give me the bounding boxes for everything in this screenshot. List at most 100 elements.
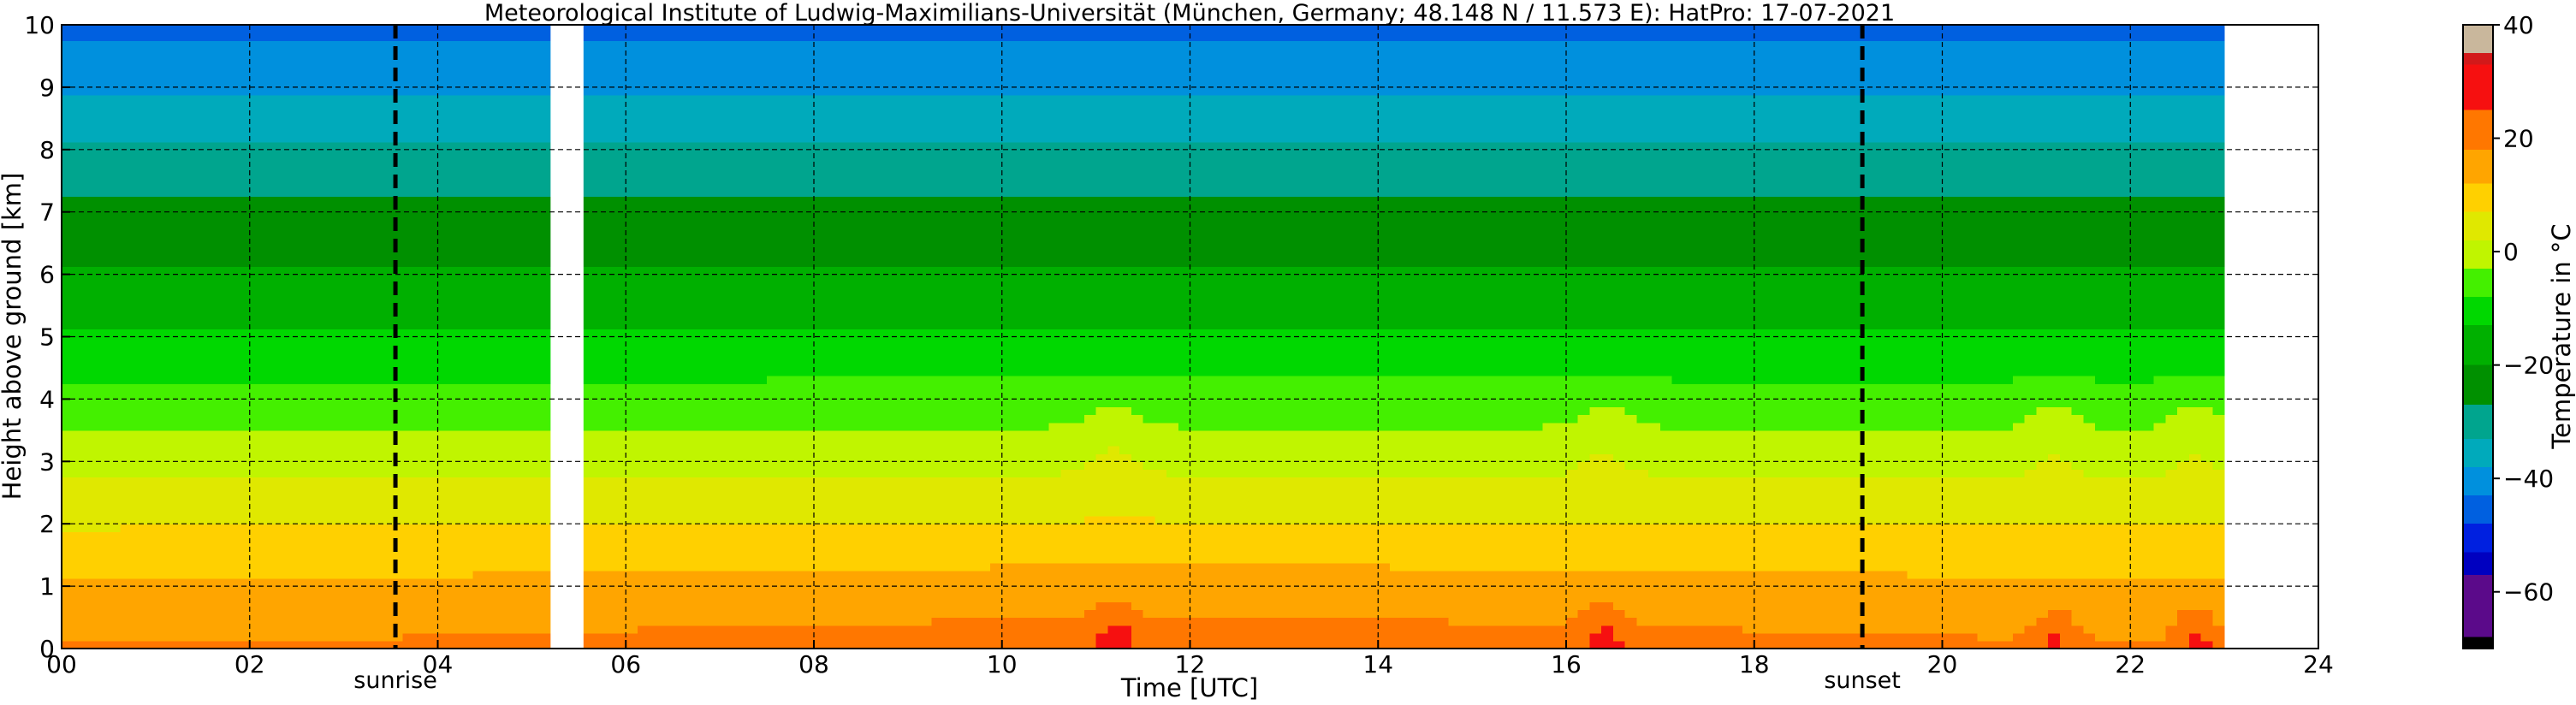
heatmap-cell (202, 40, 216, 49)
heatmap-cell (167, 594, 180, 602)
heatmap-cell (614, 258, 626, 268)
heatmap-cell (331, 570, 345, 579)
heatmap-cell (155, 86, 169, 96)
heatmap-cell (731, 367, 745, 376)
heatmap-cell (343, 118, 356, 127)
heatmap-cell (778, 211, 792, 221)
heatmap-cell (355, 336, 368, 346)
heatmap-cell (308, 383, 321, 392)
heatmap-cell (661, 376, 674, 384)
heatmap-cell (649, 25, 662, 33)
heatmap-cell (425, 399, 439, 408)
heatmap-cell (144, 266, 157, 275)
heatmap-cell (778, 422, 792, 431)
heatmap-cell (355, 524, 368, 532)
heatmap-cell (637, 578, 650, 587)
heatmap-cell (390, 594, 403, 602)
heatmap-cell (790, 500, 803, 509)
heatmap-cell (661, 601, 674, 611)
heatmap-cell (402, 33, 415, 41)
heatmap-cell (273, 531, 286, 541)
heatmap-cell (496, 383, 509, 392)
heatmap-cell (814, 430, 827, 439)
heatmap-cell (802, 594, 815, 602)
heatmap-cell (261, 103, 274, 111)
heatmap-cell (144, 33, 157, 41)
heatmap-cell (308, 632, 321, 642)
heatmap-cell (296, 321, 310, 329)
heatmap-cell (238, 399, 251, 408)
heatmap-cell (167, 204, 180, 213)
heatmap-cell (449, 165, 462, 174)
heatmap-cell (85, 313, 98, 322)
heatmap-cell (437, 617, 450, 626)
heatmap-cell (331, 297, 345, 306)
heatmap-cell (767, 274, 780, 283)
heatmap-cell (179, 492, 192, 501)
heatmap-cell (591, 437, 603, 447)
heatmap-cell (684, 321, 697, 329)
heatmap-cell (108, 289, 122, 299)
heatmap-cell (367, 48, 380, 57)
heatmap-cell (531, 258, 544, 268)
heatmap-cell (273, 297, 286, 306)
heatmap-cell (579, 297, 591, 306)
heatmap-cell (97, 243, 110, 252)
heatmap-cell (226, 141, 239, 151)
heatmap-cell (496, 547, 509, 556)
heatmap-cell (696, 414, 709, 424)
heatmap-cell (649, 48, 662, 57)
heatmap-cell (120, 609, 133, 619)
heatmap-cell (507, 188, 521, 198)
heatmap-cell (331, 586, 345, 595)
heatmap-cell (507, 63, 521, 73)
heatmap-cell (108, 103, 122, 111)
heatmap-cell (202, 376, 216, 384)
heatmap-cell (249, 391, 263, 400)
heatmap-cell (296, 149, 310, 158)
heatmap-cell (767, 103, 780, 111)
heatmap-cell (308, 56, 321, 65)
heatmap-cell (449, 103, 462, 111)
heatmap-cell (273, 157, 286, 166)
heatmap-cell (296, 251, 310, 259)
heatmap-cell (814, 547, 827, 556)
heatmap-cell (449, 453, 462, 462)
heatmap-cell (460, 492, 474, 501)
heatmap-cell (507, 601, 521, 611)
heatmap-cell (602, 625, 615, 634)
heatmap-cell (531, 173, 544, 181)
heatmap-cell (591, 547, 603, 556)
heatmap-cell (496, 196, 509, 205)
heatmap-cell (720, 219, 733, 228)
heatmap-cell (673, 79, 686, 88)
heatmap-cell (343, 344, 356, 353)
heatmap-cell (320, 516, 333, 524)
heatmap-cell (531, 243, 544, 252)
heatmap-cell (626, 149, 638, 158)
heatmap-cell (191, 251, 204, 259)
heatmap-cell (460, 33, 474, 41)
heatmap-cell (708, 484, 721, 494)
heatmap-cell (778, 118, 792, 127)
heatmap-cell (614, 103, 626, 111)
heatmap-cell (367, 71, 380, 80)
heatmap-cell (602, 133, 615, 143)
heatmap-cell (238, 165, 251, 174)
heatmap-cell (602, 367, 615, 376)
heatmap-cell (331, 453, 345, 462)
heatmap-cell (767, 141, 780, 151)
heatmap-cell (390, 79, 403, 88)
heatmap-cell (367, 274, 380, 283)
heatmap-cell (531, 554, 544, 564)
heatmap-cell (637, 437, 650, 447)
heatmap-cell (261, 352, 274, 361)
heatmap-cell (414, 305, 427, 314)
heatmap-cell (144, 188, 157, 198)
heatmap-cell (579, 329, 591, 338)
heatmap-cell (249, 477, 263, 486)
heatmap-cell (378, 188, 392, 198)
heatmap-cell (179, 40, 192, 49)
heatmap-cell (108, 25, 122, 33)
heatmap-cell (343, 274, 356, 283)
